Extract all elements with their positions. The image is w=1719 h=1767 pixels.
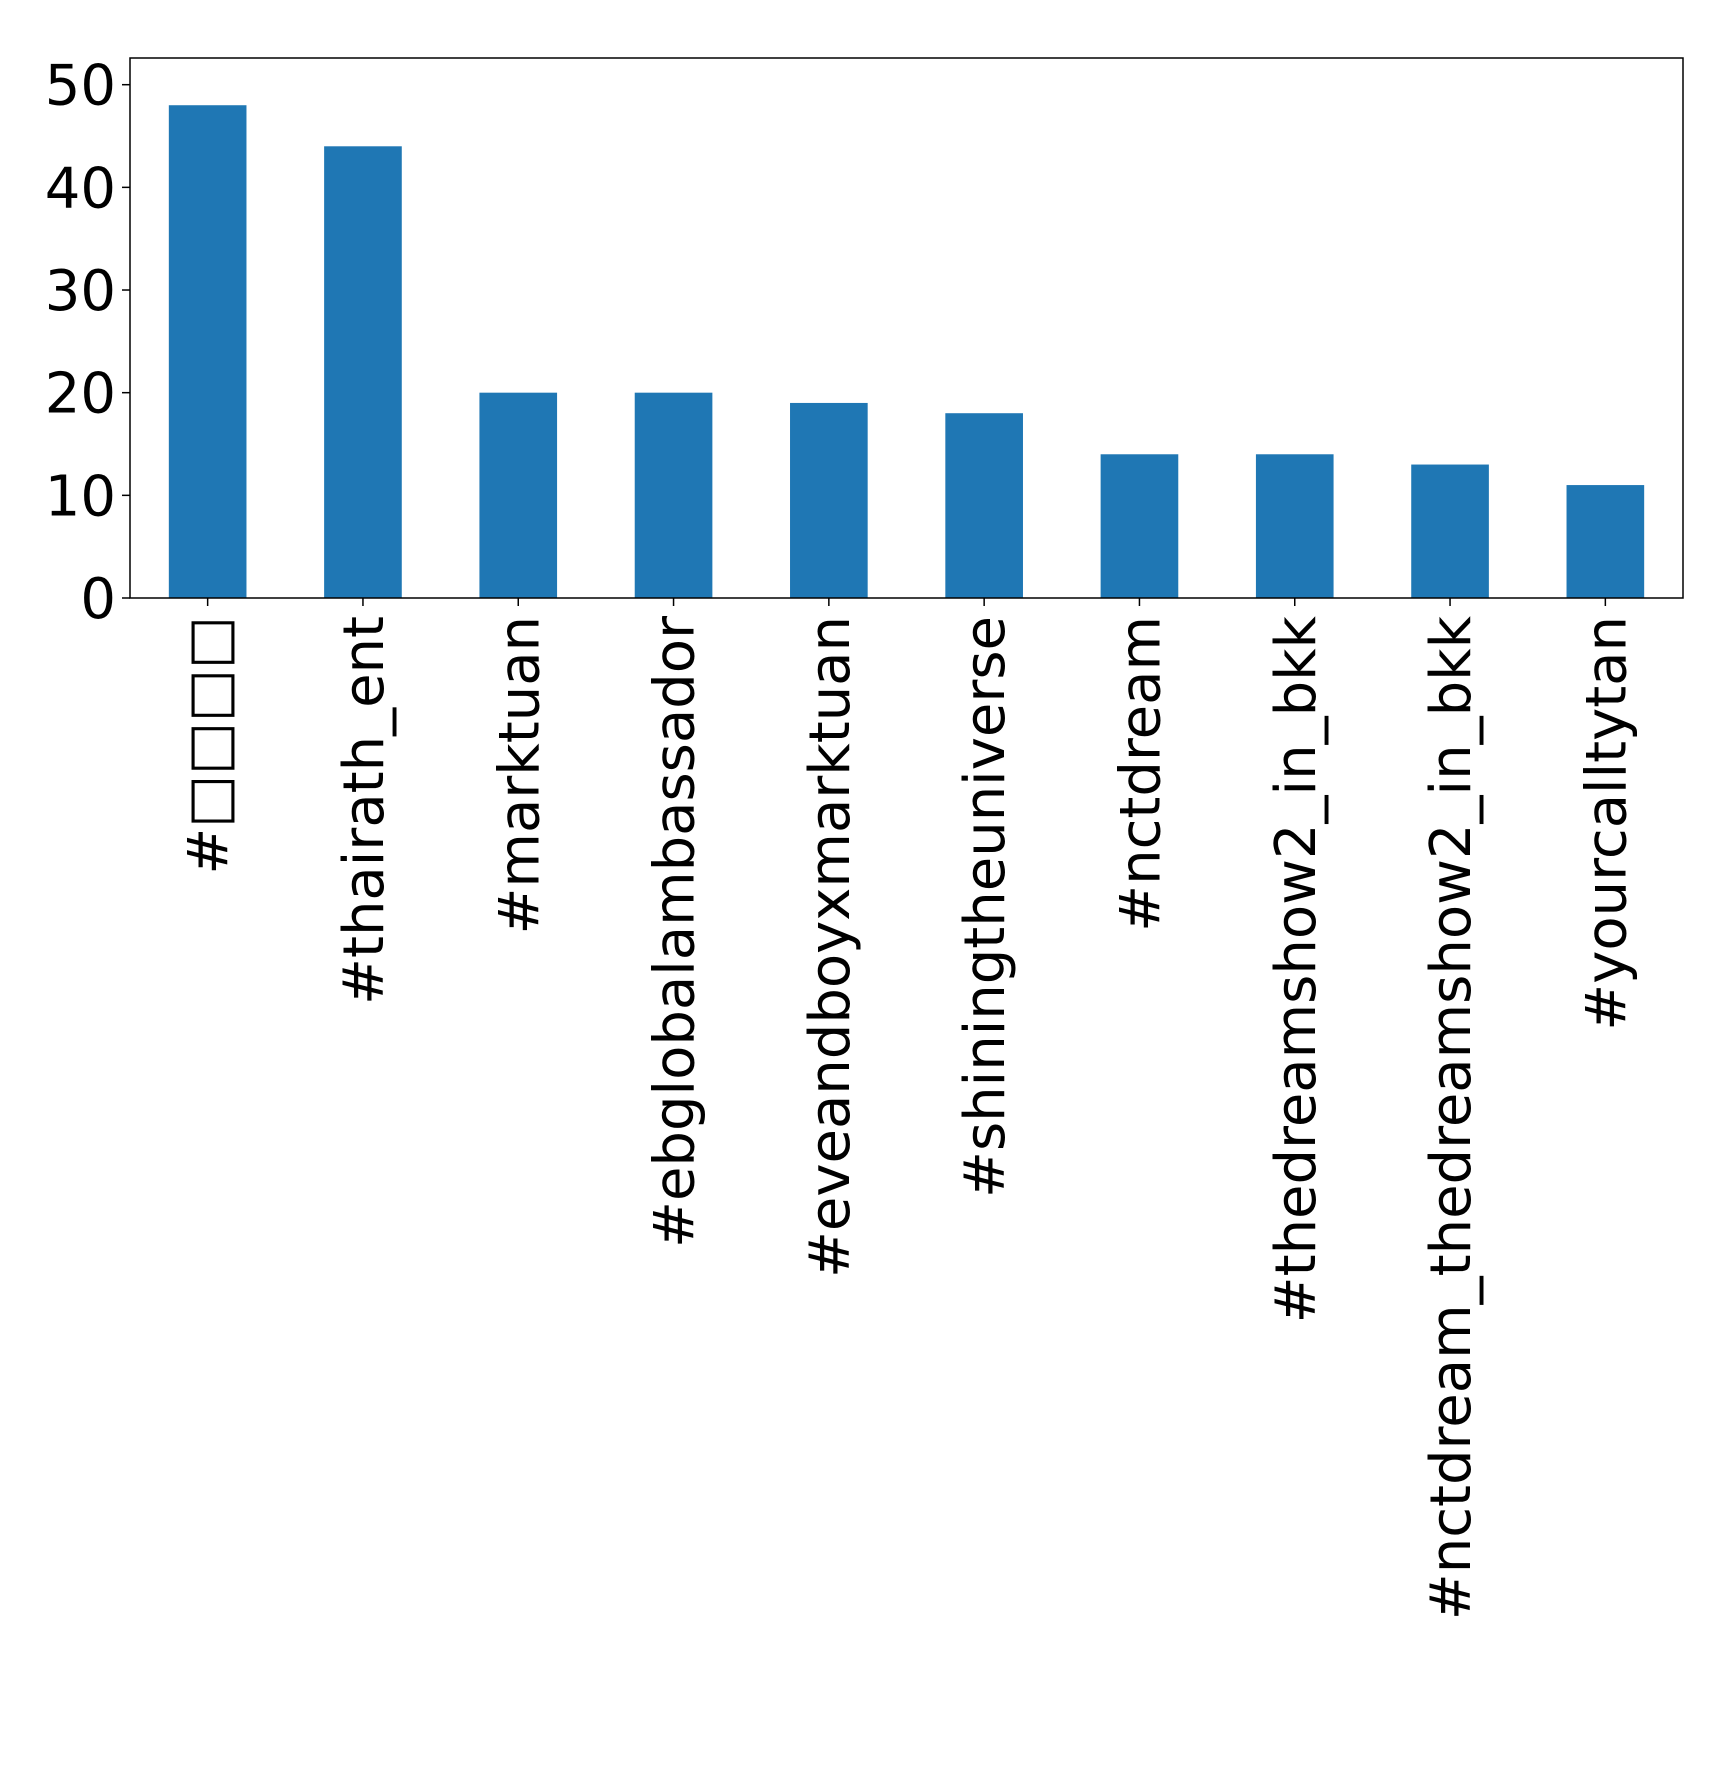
y-tick-label-5: 50	[45, 54, 116, 119]
bar-6	[1100, 454, 1179, 598]
x-tick-label-6: #nctdream	[1108, 616, 1173, 932]
plot-frame	[129, 57, 1684, 599]
y-axis: 0 10 20 30 40 50	[45, 54, 130, 632]
x-tick-label-2: #marktuan	[487, 616, 552, 935]
x-tick-label-4: #eveandboyxmarktuan	[798, 616, 863, 1278]
bar-7	[1255, 454, 1334, 598]
bar-4	[790, 402, 868, 598]
bar-1	[324, 146, 402, 598]
bar-0	[168, 105, 247, 598]
y-tick-label-3: 30	[45, 259, 116, 324]
bars-group	[168, 105, 1645, 598]
y-tick-label-2: 20	[45, 362, 116, 427]
y-tick-label-4: 40	[45, 156, 116, 221]
x-tick-label-1: #thairath_ent	[332, 616, 397, 1005]
bar-5	[945, 413, 1023, 598]
bar-3	[634, 392, 713, 598]
x-tick-label-8: #nctdream_thedreamshow2_in_bkk	[1419, 615, 1484, 1620]
x-tick-label-9: #yourcalltytan	[1574, 616, 1639, 1031]
x-tick-label-0: #□□□□	[177, 616, 242, 875]
x-tick-label-7: #thedreamshow2_in_bkk	[1264, 615, 1329, 1323]
bar-9	[1566, 485, 1645, 598]
x-tick-label-5: #shiningtheuniverse	[953, 616, 1018, 1198]
bar-8	[1411, 464, 1489, 598]
x-axis: #□□□□ #thairath_ent #marktuan #ebglobalamba…	[177, 598, 1639, 1620]
y-tick-label-0: 0	[80, 567, 116, 632]
bar-2	[479, 392, 558, 598]
x-tick-label-3: #ebglobalambassador	[643, 615, 708, 1248]
y-tick-label-1: 10	[45, 464, 116, 529]
